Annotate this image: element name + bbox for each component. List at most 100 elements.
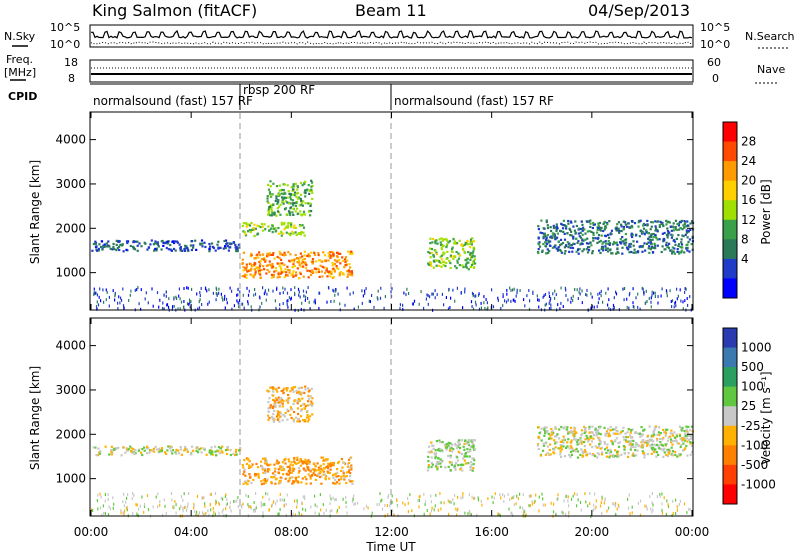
heatmap-cell <box>310 474 313 477</box>
heatmap-cell <box>277 461 280 464</box>
heatmap-cell <box>345 475 348 478</box>
heatmap-cell <box>166 303 169 307</box>
heatmap-cell <box>334 478 337 482</box>
heatmap-cell <box>581 454 584 457</box>
heatmap-cell <box>553 234 556 237</box>
heatmap-cell <box>231 289 233 293</box>
heatmap-cell <box>472 439 475 442</box>
heatmap-cell <box>296 505 298 509</box>
heatmap-cell <box>643 428 646 431</box>
heatmap-cell <box>471 495 473 499</box>
heatmap-cell <box>610 229 613 232</box>
heatmap-cell <box>301 397 304 400</box>
heatmap-cell <box>176 449 180 452</box>
heatmap-cell <box>299 404 302 407</box>
heatmap-cell <box>591 250 594 253</box>
heatmap-cell <box>292 270 295 273</box>
heatmap-cell <box>567 438 570 441</box>
heatmap-cell <box>381 507 384 511</box>
heatmap-cell <box>649 444 652 447</box>
heatmap-cell <box>126 508 128 512</box>
heatmap-cell <box>663 451 666 454</box>
heatmap-cell <box>439 241 442 244</box>
heatmap-cell <box>587 242 590 245</box>
heatmap-cell <box>273 270 276 273</box>
heatmap-cell <box>676 222 679 226</box>
heatmap-cell <box>298 196 301 199</box>
heatmap-cell <box>600 248 603 251</box>
heatmap-cell <box>473 258 476 261</box>
heatmap-cell <box>324 259 327 262</box>
heatmap-cell <box>212 291 214 295</box>
heatmap-cell <box>185 448 189 451</box>
heatmap-cell <box>602 222 605 225</box>
heatmap-cell <box>665 241 668 244</box>
heatmap-cell <box>286 465 289 468</box>
heatmap-cell <box>397 504 399 508</box>
heatmap-cell <box>608 456 611 459</box>
cpid-row: CPID normalsound (fast) 157 RF rbsp 200 … <box>8 83 693 110</box>
heatmap-cell <box>407 497 409 500</box>
heatmap-cell <box>322 470 325 473</box>
heatmap-cell <box>596 456 599 459</box>
heatmap-cell <box>667 505 670 508</box>
heatmap-cell <box>300 408 303 411</box>
heatmap-cell <box>198 511 200 515</box>
heatmap-cell <box>224 245 227 248</box>
heatmap-cell <box>310 210 313 213</box>
heatmap-cell <box>275 415 278 418</box>
heatmap-cell <box>553 439 556 442</box>
heatmap-cell <box>498 512 500 516</box>
heatmap-cell <box>289 471 292 474</box>
heatmap-cell <box>629 512 631 516</box>
heatmap-cell <box>316 505 318 508</box>
heatmap-cell <box>686 249 689 252</box>
heatmap-cell <box>236 249 239 252</box>
heatmap-cell <box>467 462 470 465</box>
heatmap-cell <box>486 307 488 311</box>
heatmap-cell <box>308 418 311 421</box>
heatmap-cell <box>272 275 275 278</box>
heatmap-cell <box>110 445 113 448</box>
heatmap-cell <box>568 504 570 508</box>
heatmap-cell <box>546 430 549 433</box>
heatmap-cell <box>300 201 303 205</box>
heatmap-cell <box>608 236 611 239</box>
heatmap-cell <box>266 200 269 203</box>
heatmap-cell <box>672 250 675 253</box>
heatmap-cell <box>567 432 570 435</box>
heatmap-cell <box>578 290 580 294</box>
heatmap-cell <box>452 448 455 451</box>
heatmap-cell <box>108 505 110 509</box>
heatmap-cell <box>154 445 157 448</box>
heatmap-cell <box>188 302 190 306</box>
heatmap-cell <box>277 232 280 235</box>
heatmap-cell <box>119 301 121 305</box>
heatmap-cell <box>557 493 559 497</box>
heatmap-cell <box>660 443 664 446</box>
heatmap-cell <box>629 448 632 451</box>
heatmap-cell <box>630 232 633 235</box>
heatmap-cell <box>427 263 430 266</box>
heatmap-cell <box>182 509 184 513</box>
heatmap-cell <box>108 304 110 308</box>
heatmap-cell <box>590 306 592 310</box>
heatmap-cell <box>445 296 447 299</box>
heatmap-cell <box>286 196 289 199</box>
heatmap-cell <box>407 501 409 505</box>
heatmap-cell <box>307 467 310 470</box>
heatmap-cell <box>99 450 102 453</box>
heatmap-cell <box>352 498 354 501</box>
heatmap-cell <box>454 299 456 303</box>
heatmap-cell <box>301 184 304 187</box>
heatmap-cell <box>275 388 278 391</box>
heatmap-cell <box>245 276 248 279</box>
heatmap-cell <box>608 220 611 223</box>
heatmap-cell <box>234 453 237 457</box>
heatmap-cell <box>288 465 291 468</box>
heatmap-cell <box>561 439 564 442</box>
heatmap-cell <box>411 509 413 513</box>
heatmap-cell <box>646 219 649 222</box>
heatmap-cell <box>418 505 420 509</box>
heatmap-cell <box>439 244 443 247</box>
